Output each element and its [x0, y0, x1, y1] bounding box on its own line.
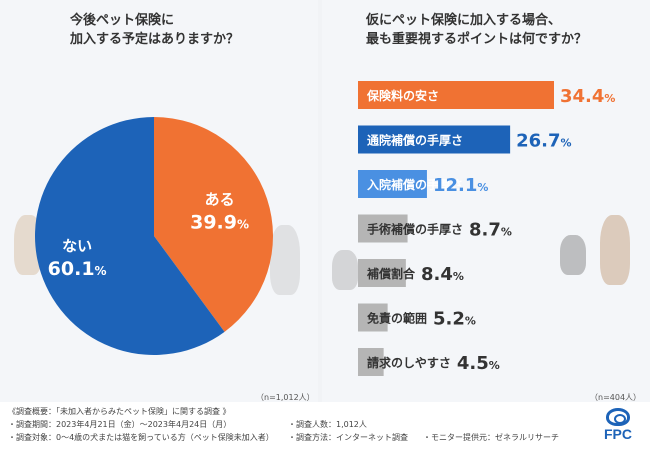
footer-period: ・調査期間：2023年4月21日（金）～2023年4月24日（月）	[8, 420, 232, 429]
pie-slice-aru	[154, 117, 274, 332]
bar-category-label-1: 保険料の安さ	[366, 88, 439, 103]
bar-6	[358, 303, 388, 332]
bar-sample-size: （n=404人）	[590, 393, 642, 402]
pie-title-line-1: 今後ペット保険に	[70, 13, 175, 28]
bar-7	[358, 348, 384, 376]
bar-5	[358, 259, 406, 287]
footer-method: ・調査方法：インターネット調査	[288, 433, 408, 442]
bar-value-label-4: 8.7%	[469, 220, 512, 241]
footer-survey-overview: 《調査概要：「未加入者からみたペット保険」に関する調査 》	[8, 407, 231, 416]
footer-count: ・調査人数：1,012人	[288, 420, 367, 429]
fpc-logo-icon	[606, 408, 630, 426]
pie-chart: ある 39.9% ない 60.1%	[35, 117, 274, 356]
bar-category-label-6: 免責の範囲	[367, 311, 427, 326]
pie-sample-size: （n=1,012人）	[256, 393, 315, 402]
bar-category-label-5: 補償割合	[366, 266, 416, 281]
bar-1	[358, 81, 554, 109]
survey-footer: 《調査概要：「未加入者からみたペット保険」に関する調査 》 ・調査期間：2023…	[0, 402, 650, 450]
fpc-logo-text: FPC	[604, 426, 632, 442]
bar-value-label-2: 26.7%	[516, 131, 571, 152]
bar-chart-title: 仮にペット保険に加入する場合、 最も重要視するポイントは何ですか？	[366, 11, 587, 49]
pie-chart-title: 今後ペット保険に 加入する予定はありますか？	[70, 11, 239, 49]
bar-category-label-3: 入院補償の手厚さ	[367, 177, 463, 192]
pie-label-nai: ない	[62, 237, 92, 255]
pie-value-nai: 60.1%	[48, 258, 107, 280]
bar-title-line-1: 仮にペット保険に加入する場合、	[366, 13, 562, 28]
footer-provider: ・モニター提供元：ゼネラルリサーチ	[423, 433, 559, 442]
fpc-logo: FPC	[598, 408, 638, 448]
bar-category-label-7: 請求のしやすさ	[367, 355, 451, 370]
footer-target: ・調査対象：0～4歳の犬または猫を飼っている方（ペット保険未加入者）	[8, 433, 274, 442]
bar-4	[358, 214, 408, 243]
bar-value-label-6: 5.2%	[433, 309, 476, 330]
bar-category-label-2: 通院補償の手厚さ	[367, 133, 463, 148]
bar-value-label-3: 12.1%	[433, 175, 488, 196]
pie-title-line-2: 加入する予定はありますか？	[70, 32, 240, 47]
pie-label-aru: ある	[205, 190, 235, 208]
bar-value-label-1: 34.4%	[560, 86, 615, 107]
bar-3	[358, 170, 427, 198]
pie-slice-nai	[35, 117, 225, 356]
pie-value-aru: 39.9%	[190, 211, 249, 233]
bar-value-label-5: 8.4%	[421, 264, 464, 285]
bar-title-line-2: 最も重要視するポイントは何ですか？	[366, 32, 588, 47]
bar-category-label-4: 手術補償の手厚さ	[367, 222, 463, 237]
right-panel: 仮にペット保険に加入する場合、 最も重要視するポイントは何ですか？ （n=404…	[322, 0, 650, 402]
bar-2	[358, 125, 511, 154]
bar-value-label-7: 4.5%	[457, 353, 500, 374]
